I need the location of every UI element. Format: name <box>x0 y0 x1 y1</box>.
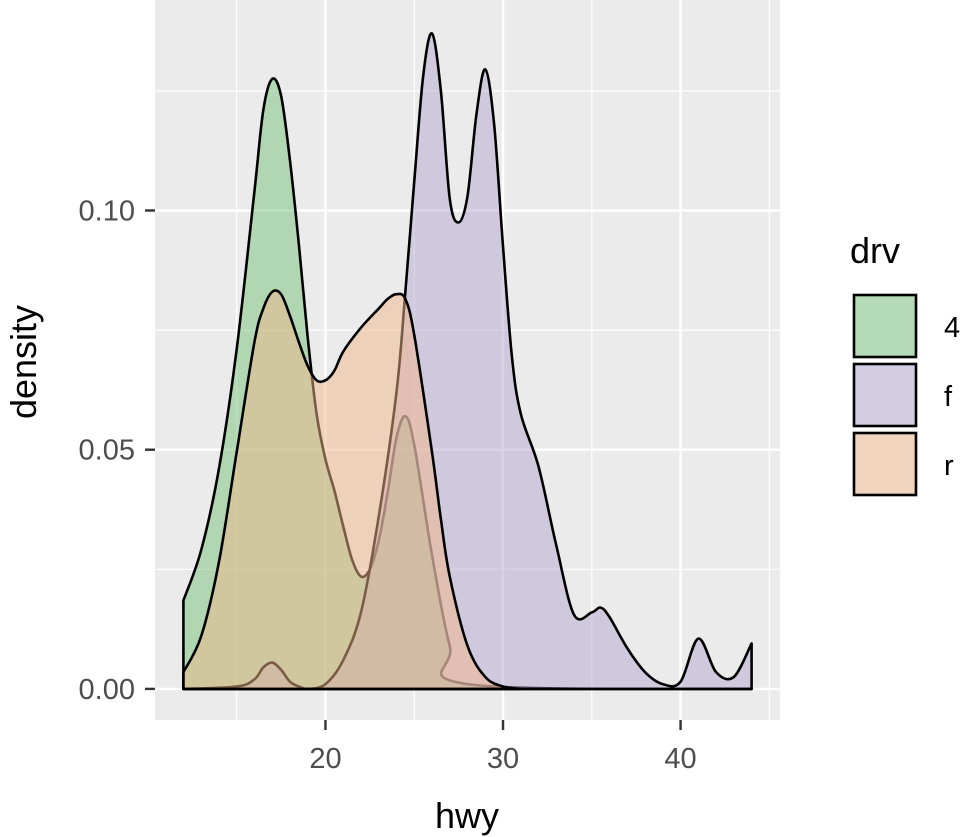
x-axis-title: hwy <box>435 795 499 836</box>
legend-swatch-f <box>852 362 918 428</box>
x-axis: 20 30 40 <box>309 720 697 775</box>
x-tick-label: 20 <box>309 743 341 775</box>
legend-label-f: f <box>944 381 953 413</box>
y-axis: 0.00 0.05 0.10 <box>79 195 155 706</box>
y-tick-label: 0.00 <box>79 674 135 706</box>
density-areas <box>182 32 753 691</box>
legend: drv 4 f r <box>850 230 960 497</box>
x-tick-label: 40 <box>664 743 696 775</box>
density-area-r <box>182 289 523 691</box>
x-tick-label: 30 <box>487 743 519 775</box>
legend-title: drv <box>850 230 900 271</box>
legend-swatch-4 <box>852 293 918 359</box>
y-axis-title: density <box>3 305 44 419</box>
legend-label-4: 4 <box>944 312 960 344</box>
legend-label-r: r <box>944 450 954 482</box>
y-tick-label: 0.05 <box>79 435 135 467</box>
y-tick-label: 0.10 <box>79 195 135 227</box>
legend-swatch-r <box>852 431 918 497</box>
